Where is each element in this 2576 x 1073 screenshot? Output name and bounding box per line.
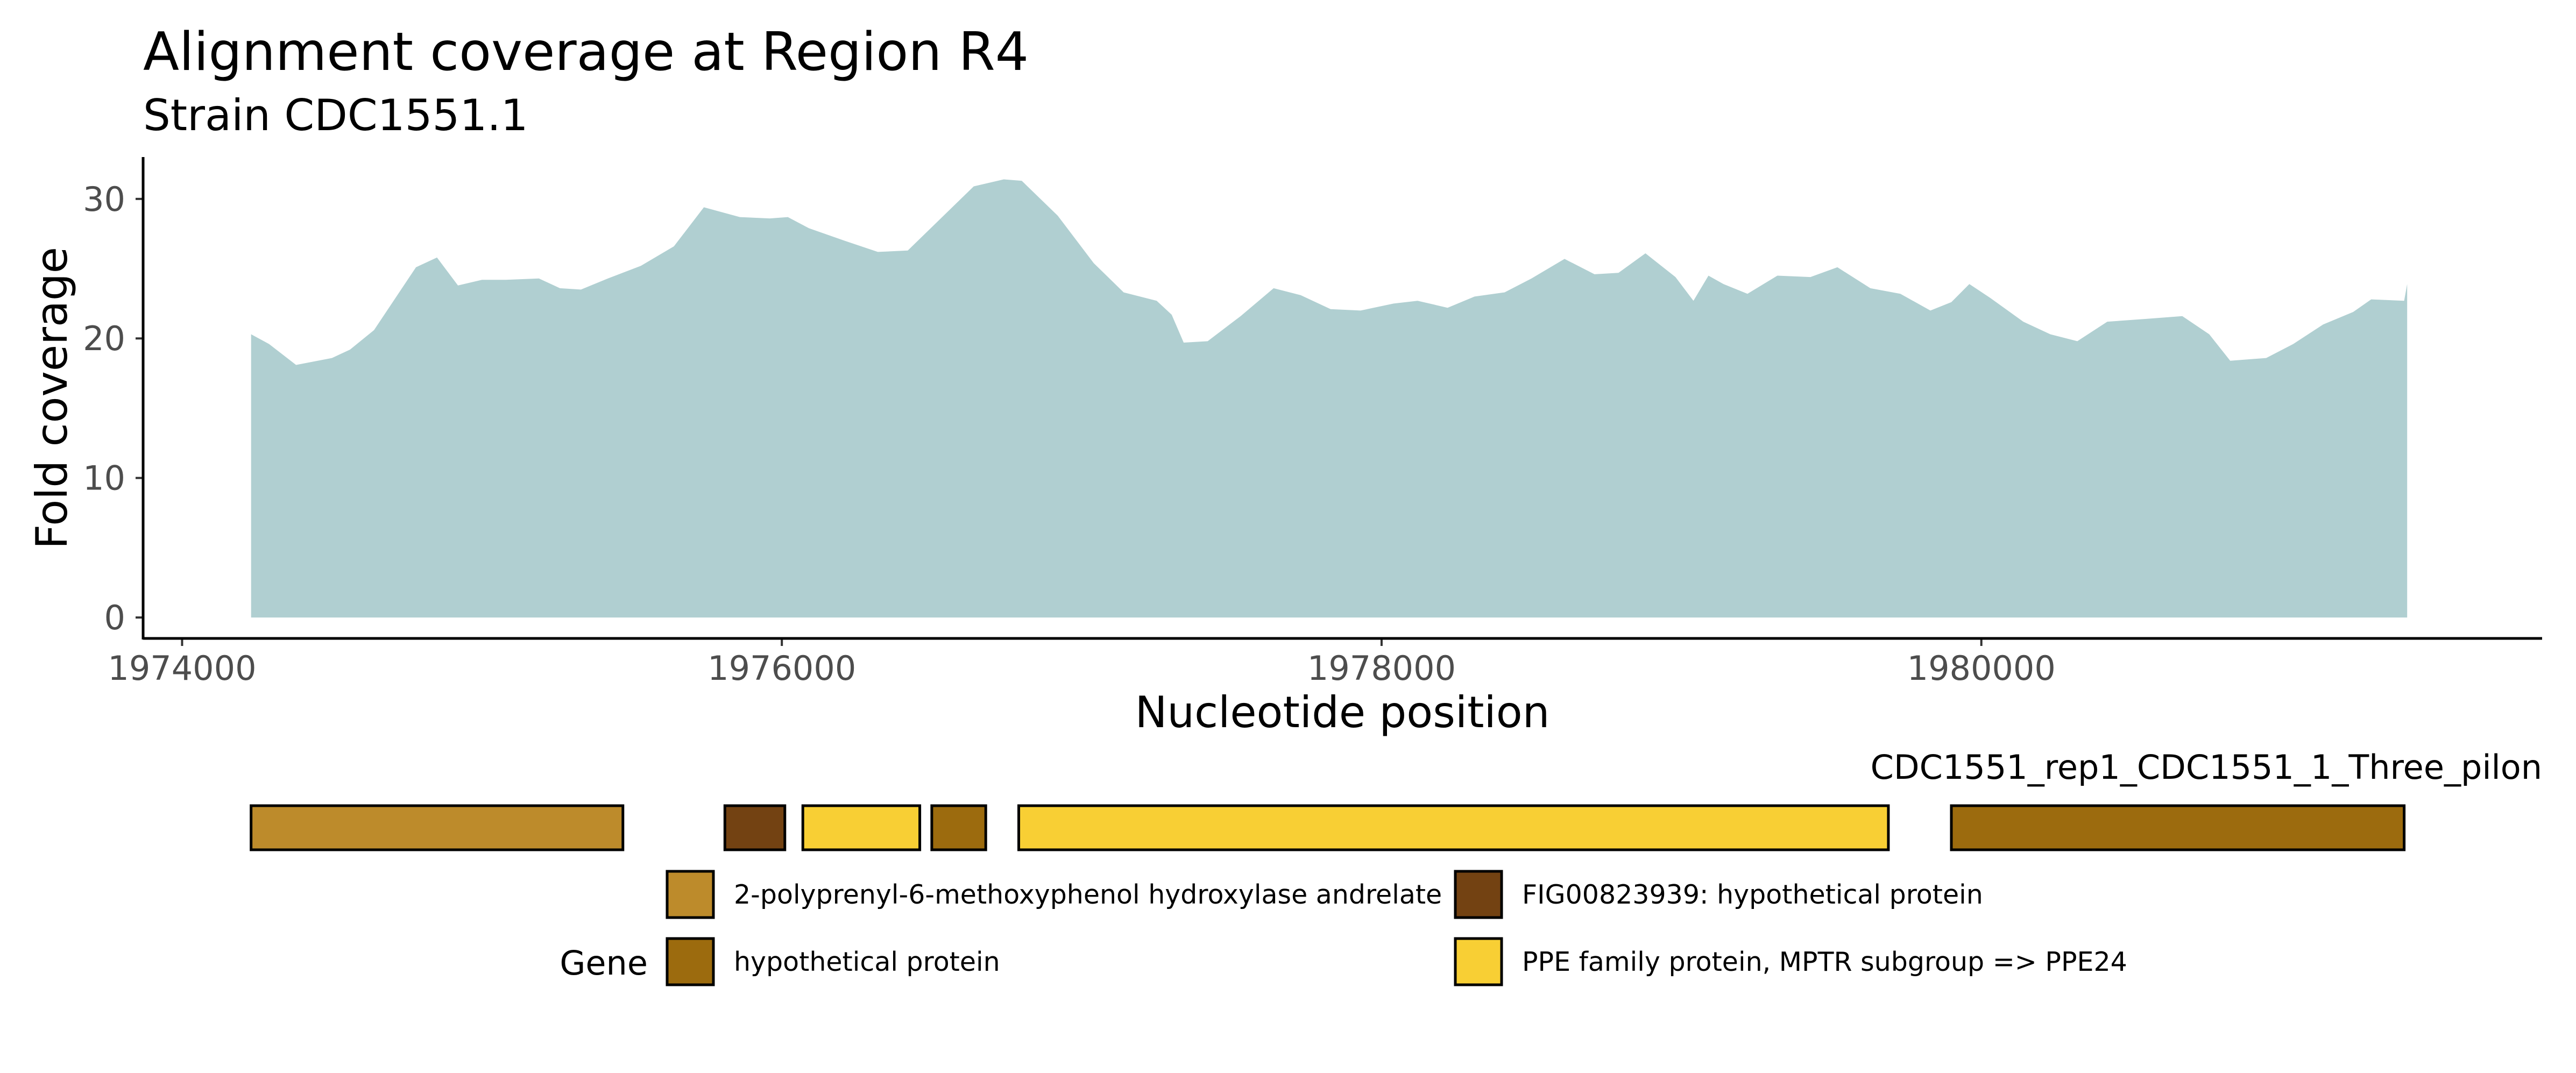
x-tick-label: 1974000	[108, 649, 256, 688]
y-tick-label: 10	[83, 459, 125, 498]
chart-subtitle: Strain CDC1551.1	[143, 90, 528, 140]
x-axis-ticks: 1974000 1976000 1978000 1980000	[108, 638, 2056, 688]
y-tick-label: 20	[83, 319, 125, 358]
plot-area: 1974000 1976000 1978000 1980000 0 10 20 30	[83, 157, 2542, 688]
legend-swatch	[1454, 870, 1503, 919]
x-axis-title: Nucleotide position	[1135, 687, 1550, 737]
y-tick-label: 30	[83, 180, 125, 219]
legend-label: hypothetical protein	[734, 947, 1000, 977]
x-tick-label: 1976000	[707, 649, 856, 688]
chart-title: Alignment coverage at Region R4	[143, 22, 1029, 83]
legend-entries: 2-polyprenyl-6-methoxyphenol hydroxylase…	[666, 870, 2127, 986]
contig-label: CDC1551_rep1_CDC1551_1_Three_pilon	[1871, 748, 2542, 787]
gene-bar	[1950, 804, 2406, 851]
gene-bar	[801, 804, 922, 851]
gene-bar	[930, 804, 987, 851]
legend-swatch	[666, 937, 715, 986]
gene-track	[250, 804, 2406, 851]
legend-label: PPE family protein, MPTR subgroup => PPE…	[1522, 947, 2127, 977]
y-axis-title: Fold coverage	[27, 247, 77, 549]
gene-bar	[250, 804, 625, 851]
gene-legend: Gene 2-polyprenyl-6-methoxyphenol hydrox…	[560, 870, 2127, 986]
legend-label: FIG00823939: hypothetical protein	[1522, 879, 1983, 910]
legend-title: Gene	[560, 943, 648, 983]
legend-swatch	[666, 870, 715, 919]
x-tick-label: 1980000	[1907, 649, 2056, 688]
legend-label: 2-polyprenyl-6-methoxyphenol hydroxylase…	[734, 879, 1442, 910]
y-tick-label: 0	[104, 598, 125, 637]
gene-bar	[1017, 804, 1890, 851]
y-axis-ticks: 0 10 20 30	[83, 180, 143, 637]
gene-bar	[723, 804, 787, 851]
coverage-area	[251, 179, 2408, 618]
legend-swatch	[1454, 937, 1503, 986]
x-tick-label: 1978000	[1307, 649, 1456, 688]
